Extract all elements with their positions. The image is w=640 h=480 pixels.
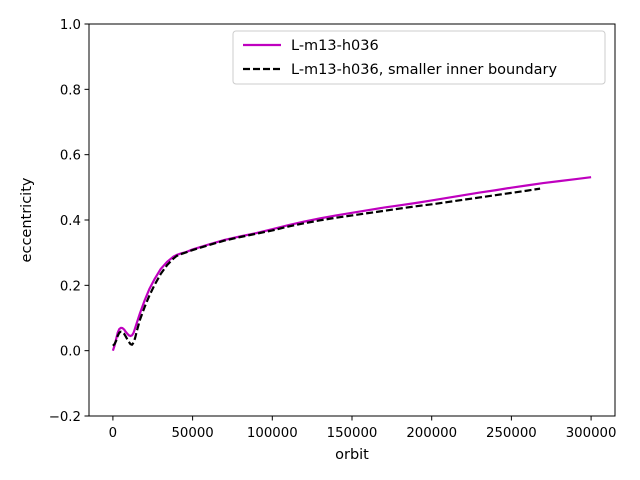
y-tick-label: 0.8	[60, 83, 81, 98]
y-tick-label: 0.6	[60, 149, 81, 164]
y-tick-label: −0.2	[49, 410, 81, 425]
x-tick-label: 150000	[327, 426, 378, 441]
x-tick-label: 300000	[566, 426, 617, 441]
x-tick-label: 250000	[486, 426, 537, 441]
y-tick-label: 0.2	[60, 279, 81, 294]
legend: L-m13-h036 L-m13-h036, smaller inner bou…	[232, 30, 606, 85]
x-tick-label: 200000	[406, 426, 457, 441]
y-axis-label: eccentricity	[19, 177, 35, 262]
y-tick-label: 1.0	[60, 18, 81, 33]
y-axis: −0.2 0.0 0.2 0.4 0.6 0.8 1.0	[49, 18, 89, 425]
series-line-l-m13-h036	[111, 176, 592, 352]
y-tick-label: 0.4	[60, 214, 81, 229]
x-tick-label: 0	[109, 426, 117, 441]
x-tick-label: 50000	[171, 426, 213, 441]
x-axis-label: orbit	[335, 447, 369, 463]
series-line-smaller-inner-boundary	[112, 187, 541, 347]
legend-frame	[232, 30, 606, 85]
plot-lines	[111, 176, 592, 352]
x-tick-label: 100000	[247, 426, 298, 441]
legend-label-l-m13-h036: L-m13-h036	[291, 38, 379, 54]
x-axis: 0 50000 100000 150000 200000 250000 300000	[109, 416, 617, 441]
legend-label-smaller-inner-boundary: L-m13-h036, smaller inner boundary	[291, 62, 557, 78]
y-tick-label: 0.0	[60, 345, 81, 360]
